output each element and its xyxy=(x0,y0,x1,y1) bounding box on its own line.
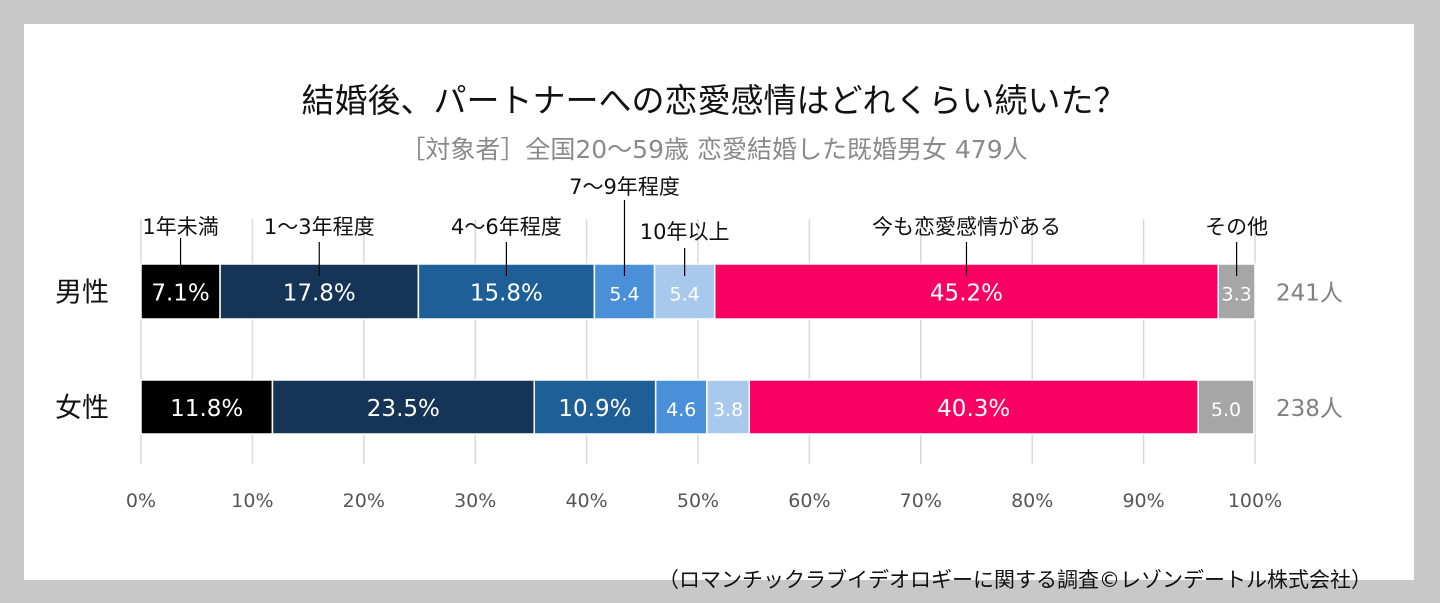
bar-segment xyxy=(140,379,274,435)
data-label: 10.9% xyxy=(558,396,631,422)
series-label: 1～3年程度 xyxy=(264,215,375,239)
series-label: 今も恋愛感情がある xyxy=(872,215,1061,239)
data-label: 17.8% xyxy=(283,281,356,307)
data-label: 5.4 xyxy=(609,284,639,306)
category-label: 男性 xyxy=(55,278,109,309)
data-label: 15.8% xyxy=(470,281,543,307)
x-tick-label: 90% xyxy=(1122,490,1164,512)
series-label: その他 xyxy=(1205,215,1268,239)
series-label: 1年未満 xyxy=(142,215,218,239)
data-label: 11.8% xyxy=(170,396,243,422)
x-tick-label: 50% xyxy=(677,490,719,512)
chart-subtitle: ［対象者］全国20～59歳 恋愛結婚した既婚男女 479人 xyxy=(400,135,1028,164)
x-tick-label: 20% xyxy=(343,490,385,512)
bar-segment xyxy=(1197,379,1255,435)
x-tick-label: 0% xyxy=(126,490,156,512)
data-label: 40.3% xyxy=(937,396,1010,422)
data-label: 3.8 xyxy=(713,399,743,421)
data-label: 4.6 xyxy=(666,399,696,421)
data-label: 45.2% xyxy=(930,281,1003,307)
series-label: 10年以上 xyxy=(640,220,730,244)
bar-segment xyxy=(271,379,535,435)
series-label: 4～6年程度 xyxy=(451,215,562,239)
x-tick-label: 80% xyxy=(1011,490,1053,512)
data-label: 3.3 xyxy=(1222,284,1252,306)
x-tick-label: 10% xyxy=(231,490,273,512)
chart-title: 結婚後、パートナーへの恋愛感情はどれくらい続いた？ xyxy=(301,81,1127,120)
x-tick-label: 40% xyxy=(565,490,607,512)
chart-panel: 結婚後、パートナーへの恋愛感情はどれくらい続いた？ ［対象者］全国20～59歳 … xyxy=(24,24,1414,592)
x-tick-label: 60% xyxy=(788,490,830,512)
source-credit: （ロマンチックラブイデオロギーに関する調査©レゾンデートル株式会社） xyxy=(658,568,1372,592)
data-label: 23.5% xyxy=(367,396,440,422)
bar-segment xyxy=(654,379,708,435)
series-label: 7～9年程度 xyxy=(569,175,680,199)
data-label: 5.4 xyxy=(670,284,700,306)
row-total: 238人 xyxy=(1276,396,1343,422)
category-label: 女性 xyxy=(55,393,109,424)
x-tick-label: 70% xyxy=(900,490,942,512)
bar-segment xyxy=(533,379,657,435)
x-tick-label: 30% xyxy=(454,490,496,512)
data-label: 5.0 xyxy=(1211,399,1241,421)
data-label: 7.1% xyxy=(151,281,209,307)
row-total: 241人 xyxy=(1276,281,1343,307)
x-tick-label: 100% xyxy=(1228,490,1282,512)
stacked-bar-chart: 0% 10% 20% 30% 40% 50% 60% 70% 80% 90% 100% 男性 7.1% 1… xyxy=(55,175,1343,512)
